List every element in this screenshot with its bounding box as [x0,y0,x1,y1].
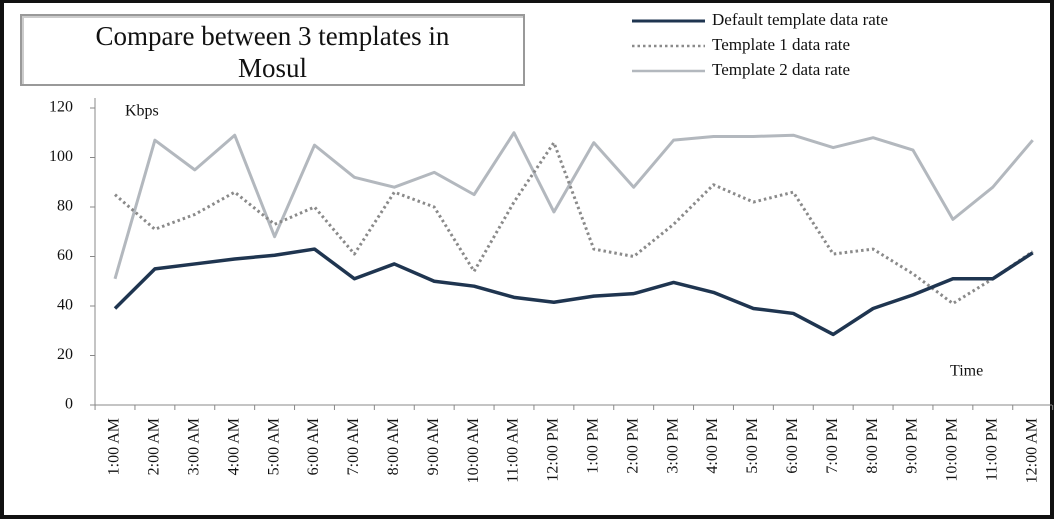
x-tick-label: 2:00 AM [146,418,163,475]
x-tick-label: 5:00 AM [265,418,282,475]
series-line [114,141,1034,306]
x-tick-label: 10:00 AM [465,418,482,483]
series-line [113,247,1034,337]
x-tick-label: 11:00 AM [505,418,522,483]
y-tick-label: 60 [57,247,73,264]
x-tick-label: 2:00 PM [624,418,641,474]
x-tick-label: 1:00 AM [106,418,123,475]
chart-title: Compare between 3 templates in Mosul [20,14,525,86]
x-tick-label: 12:00 AM [1023,418,1040,483]
y-tick-label: 20 [57,346,73,363]
x-tick-label: 5:00 PM [744,418,761,474]
x-tick-label: 11:00 PM [983,418,1000,481]
x-tick-label: 7:00 PM [824,418,841,474]
x-tick-label: 4:00 PM [704,418,721,474]
x-tick-label: 9:00 PM [904,418,921,474]
legend-label: Template 2 data rate [712,60,850,79]
x-axis-label: Time [950,363,983,380]
x-tick-label: 9:00 AM [425,418,442,475]
y-tick-label: 40 [57,297,73,314]
y-tick-label: 100 [49,148,73,165]
x-tick-label: 1:00 PM [584,418,601,474]
y-tick-label: 120 [49,99,73,116]
x-tick-label: 6:00 PM [784,418,801,474]
legend-label: Default template data rate [712,10,888,29]
series-line [113,131,1034,280]
x-tick-label: 7:00 AM [345,418,362,475]
y-tick-label: 0 [65,396,73,413]
x-tick-label: 4:00 AM [225,418,242,475]
x-tick-label: 8:00 PM [864,418,881,474]
legend-label: Template 1 data rate [712,35,850,54]
x-tick-label: 12:00 PM [545,418,562,482]
y-axis-label: Kbps [125,103,159,120]
x-tick-label: 3:00 PM [664,418,681,474]
x-tick-label: 10:00 PM [944,418,961,482]
y-tick-label: 80 [57,198,73,215]
x-tick-label: 8:00 AM [385,418,402,475]
x-tick-label: 3:00 AM [185,418,202,475]
x-tick-label: 6:00 AM [305,418,322,475]
